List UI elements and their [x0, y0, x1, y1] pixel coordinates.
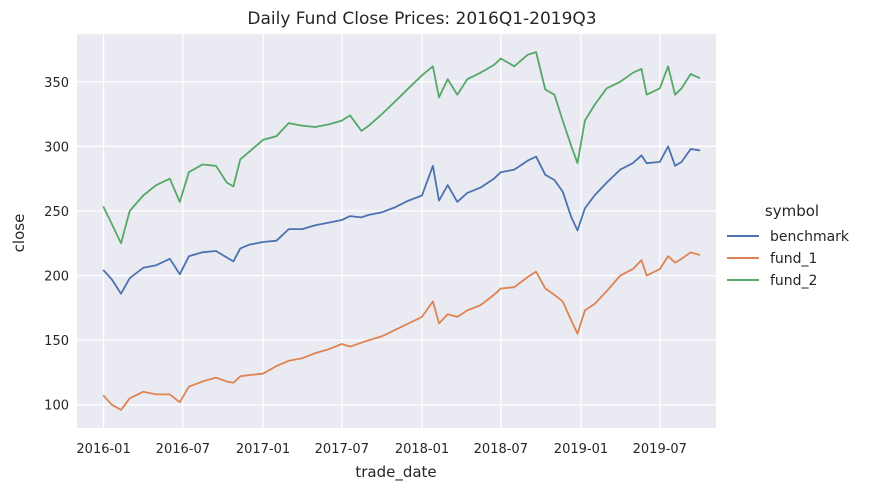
x-tick-label: 2017-07 [315, 442, 369, 457]
y-tick-label: 350 [44, 76, 69, 91]
x-tick-label: 2017-01 [236, 442, 290, 457]
x-axis-label: trade_date [355, 463, 436, 482]
x-tick-label: 2019-01 [554, 442, 608, 457]
series-lines [102, 51, 701, 411]
legend-label-fund-2: fund_2 [770, 273, 817, 289]
x-axis-ticks: 2016-01 2016-07 2017-01 2017-07 2018-01 2018-… [76, 442, 687, 457]
plot-area [77, 34, 716, 428]
y-axis-ticks: 100 150 200 250 300 350 [44, 76, 69, 414]
y-tick-label: 300 [44, 140, 69, 155]
x-tick-label: 2018-07 [474, 442, 528, 457]
legend-label-fund-1: fund_1 [770, 251, 817, 267]
legend-title: symbol [765, 202, 819, 220]
y-tick-label: 200 [44, 270, 69, 285]
series-line-fund-1 [102, 251, 701, 411]
x-tick-label: 2016-01 [76, 442, 130, 457]
x-tick-label: 2016-07 [156, 442, 210, 457]
legend-label-benchmark: benchmark [770, 229, 850, 245]
grid-lines [77, 34, 716, 428]
y-tick-label: 250 [44, 205, 69, 220]
y-tick-label: 100 [44, 399, 69, 414]
legend: symbol benchmark fund_1 fund_2 [727, 202, 850, 289]
y-tick-label: 150 [44, 334, 69, 349]
x-tick-label: 2019-07 [633, 442, 687, 457]
x-tick-label: 2018-01 [395, 442, 449, 457]
series-line-fund-2 [102, 51, 701, 245]
chart-title: Daily Fund Close Prices: 2016Q1-2019Q3 [247, 9, 596, 29]
series-line-benchmark [102, 145, 701, 295]
y-axis-label: close [10, 214, 28, 253]
